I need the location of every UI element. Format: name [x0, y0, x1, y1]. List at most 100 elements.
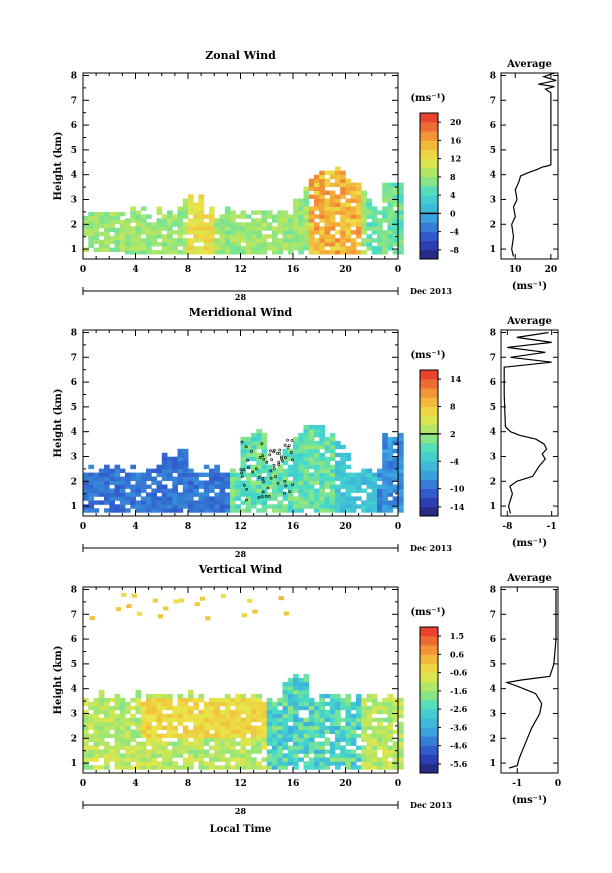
heatmap-cell	[251, 709, 257, 715]
heatmap-cell	[366, 713, 373, 719]
heatmap-cell	[230, 492, 236, 497]
heatmap-cell	[340, 701, 346, 707]
y-tick-label: 2	[71, 220, 77, 230]
heatmap-cell	[319, 500, 325, 505]
heatmap-cell	[130, 729, 136, 734]
heatmap-cell	[335, 741, 341, 746]
heatmap-cell	[319, 753, 325, 758]
heatmap-cell	[303, 761, 310, 766]
heatmap-cell	[261, 238, 268, 243]
profile-y-tick-label: 6	[490, 378, 496, 388]
contour-dot	[246, 458, 249, 462]
x-tick-label: 8	[185, 265, 191, 275]
heatmap-cell	[314, 717, 320, 723]
colorbar-segment	[420, 204, 438, 214]
contour-dot	[288, 490, 292, 494]
heatmap-cell	[251, 440, 257, 446]
heatmap-cell	[398, 745, 404, 750]
heatmap-cell	[398, 508, 404, 513]
heatmap-cell	[177, 250, 184, 255]
heatmap-cell	[387, 456, 394, 462]
heatmap-cell	[125, 705, 131, 711]
heatmap-cell	[240, 210, 247, 215]
heatmap-cell	[161, 246, 168, 251]
heatmap-cell	[345, 701, 352, 707]
heatmap-cell	[146, 468, 152, 473]
heatmap-cell	[151, 250, 157, 255]
heatmap-cell	[119, 219, 126, 225]
heatmap-cell	[377, 210, 383, 215]
heatmap-cell	[392, 182, 399, 187]
heatmap-cell	[182, 460, 189, 466]
heatmap-cell	[303, 476, 310, 481]
heatmap-cell	[329, 242, 336, 247]
heatmap-cell	[324, 210, 331, 215]
heatmap-cell	[377, 472, 383, 477]
heatmap-cell	[251, 448, 257, 454]
colorbar-segment	[420, 249, 438, 260]
heatmap-cell	[308, 425, 315, 430]
heatmap-cell	[247, 598, 253, 603]
heatmap-cell	[350, 721, 357, 727]
heatmap-cell	[277, 713, 283, 719]
heatmap-cell	[151, 761, 157, 766]
heatmap-cell	[329, 214, 336, 219]
heatmap-cell	[251, 456, 257, 462]
heatmap-cell	[266, 737, 273, 742]
heatmap-cell	[230, 721, 236, 727]
heatmap-cell	[398, 226, 404, 231]
heatmap-cell	[224, 476, 231, 481]
colorbar-tick-label: -0.6	[450, 668, 468, 678]
heatmap-cell	[104, 488, 110, 493]
profile-y-tick-label: 3	[490, 195, 496, 205]
heatmap-cell	[251, 250, 257, 255]
heatmap-cell	[230, 733, 236, 738]
heatmap-cell	[319, 761, 325, 766]
heatmap-cell	[172, 488, 178, 493]
heatmap-cell	[156, 468, 163, 473]
y-tick-label: 2	[71, 477, 77, 487]
heatmap-cell	[345, 484, 352, 489]
heatmap-cell	[298, 678, 304, 683]
heatmap-cell	[303, 206, 310, 211]
contour-dot	[290, 439, 294, 442]
heatmap-cell	[324, 198, 331, 203]
heatmap-cell	[261, 480, 268, 485]
profile-y-tick-label: 4	[490, 428, 496, 438]
heatmap-cell	[308, 701, 315, 707]
heatmap-cell	[240, 741, 247, 746]
heatmap-cell	[209, 226, 215, 231]
heatmap-cell	[109, 496, 115, 501]
heatmap-cell	[172, 476, 178, 481]
heatmap-cell	[324, 436, 331, 442]
heatmap-cell	[172, 745, 178, 750]
heatmap-cell	[335, 508, 341, 513]
heatmap-cell	[329, 250, 336, 255]
heatmap-cell	[382, 210, 388, 215]
heatmap-cell	[303, 460, 310, 466]
heatmap-cell	[345, 492, 352, 497]
heatmap-cell	[182, 737, 189, 742]
heatmap-cell	[177, 238, 184, 243]
heatmap-cell	[340, 194, 346, 199]
heatmap-cell	[109, 709, 115, 715]
heatmap-cell	[319, 250, 325, 255]
heatmap-cell	[371, 745, 378, 750]
heatmap-cell	[361, 194, 367, 199]
heatmap-cell	[287, 753, 294, 758]
heatmap-cell	[314, 242, 320, 247]
heatmap-cell	[345, 250, 352, 255]
heatmap-cell	[224, 721, 231, 727]
heatmap-cell	[151, 508, 157, 513]
heatmap-cell	[251, 488, 257, 493]
heatmap-cell	[266, 721, 273, 727]
heatmap-cell	[266, 757, 273, 762]
heatmap-cell	[277, 246, 283, 251]
heatmap-cell	[345, 472, 352, 477]
heatmap-cell	[151, 693, 157, 699]
heatmap-cell	[319, 234, 325, 239]
heatmap-cell	[114, 508, 121, 513]
heatmap-cell	[345, 190, 352, 195]
heatmap-cell	[340, 178, 346, 183]
heatmap-cell	[214, 230, 220, 235]
